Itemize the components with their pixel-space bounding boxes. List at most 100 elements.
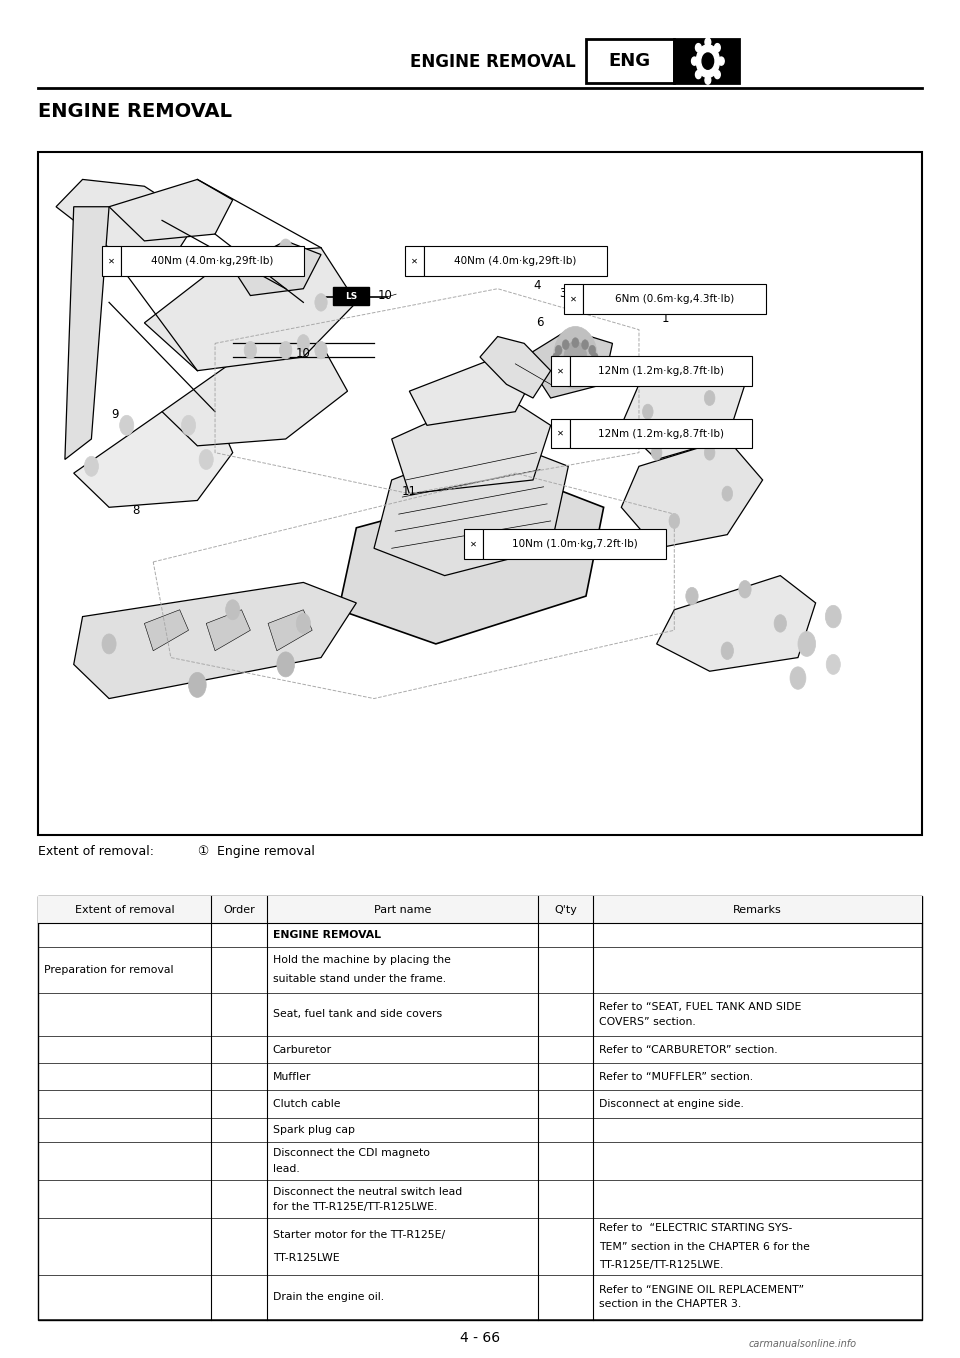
Circle shape	[827, 655, 840, 675]
Bar	[551, 418, 570, 448]
Circle shape	[564, 341, 587, 373]
Text: Spark plug cap: Spark plug cap	[273, 1124, 354, 1135]
Text: Disconnect the neutral switch lead: Disconnect the neutral switch lead	[273, 1187, 462, 1196]
Polygon shape	[74, 583, 356, 698]
Circle shape	[798, 631, 816, 656]
Circle shape	[102, 634, 116, 655]
Circle shape	[705, 38, 710, 46]
Text: 8: 8	[132, 504, 139, 517]
Circle shape	[721, 642, 733, 660]
Text: Order: Order	[223, 904, 255, 915]
Circle shape	[298, 334, 309, 352]
Polygon shape	[524, 330, 612, 398]
Polygon shape	[74, 411, 232, 508]
Circle shape	[705, 445, 715, 460]
Bar	[586, 39, 674, 83]
Bar	[333, 288, 370, 306]
Circle shape	[297, 614, 310, 633]
Text: Drain the engine oil.: Drain the engine oil.	[273, 1291, 384, 1302]
Text: ENGINE REMOVAL: ENGINE REMOVAL	[273, 930, 380, 940]
Text: 6: 6	[537, 316, 543, 330]
Circle shape	[181, 416, 196, 436]
Circle shape	[563, 340, 569, 349]
Text: lead.: lead.	[273, 1164, 300, 1173]
Text: TT-R125LWE: TT-R125LWE	[273, 1253, 339, 1263]
Circle shape	[686, 363, 697, 378]
Circle shape	[722, 486, 732, 501]
Bar	[38, 152, 922, 835]
Circle shape	[642, 405, 653, 420]
Circle shape	[315, 341, 327, 359]
Circle shape	[582, 340, 588, 349]
Text: Refer to “ENGINE OIL REPLACEMENT”: Refer to “ENGINE OIL REPLACEMENT”	[599, 1285, 804, 1294]
Text: TT-R125E/TT-R125LWE.: TT-R125E/TT-R125LWE.	[599, 1260, 724, 1271]
Bar	[570, 418, 753, 448]
Text: Starter motor for the TT-R125E/: Starter motor for the TT-R125E/	[273, 1230, 444, 1240]
Bar	[464, 530, 483, 559]
Text: 4 - 66: 4 - 66	[460, 1331, 500, 1344]
Polygon shape	[162, 344, 348, 445]
Circle shape	[696, 45, 719, 77]
Bar	[483, 530, 665, 559]
Polygon shape	[109, 179, 232, 240]
Circle shape	[588, 360, 596, 371]
Text: 3: 3	[560, 287, 566, 300]
Text: ✕: ✕	[470, 539, 477, 549]
Text: Muffler: Muffler	[273, 1071, 311, 1082]
Polygon shape	[144, 247, 356, 371]
Circle shape	[702, 53, 713, 69]
Circle shape	[244, 253, 256, 270]
Circle shape	[315, 293, 327, 311]
Circle shape	[739, 580, 751, 598]
Text: Refer to “SEAT, FUEL TANK AND SIDE: Refer to “SEAT, FUEL TANK AND SIDE	[599, 1002, 802, 1012]
Circle shape	[695, 71, 701, 79]
Circle shape	[790, 667, 805, 690]
Text: 5: 5	[647, 420, 654, 433]
Circle shape	[279, 341, 292, 359]
Text: ENG: ENG	[609, 52, 651, 71]
Bar	[570, 356, 753, 386]
Text: ✕: ✕	[411, 257, 418, 266]
Bar	[564, 284, 583, 314]
Text: Carburetor: Carburetor	[273, 1044, 332, 1055]
Circle shape	[244, 341, 256, 359]
Text: 12Nm (1.2m·kg,8.7ft·lb): 12Nm (1.2m·kg,8.7ft·lb)	[598, 429, 724, 439]
Circle shape	[588, 345, 596, 356]
Text: 9: 9	[111, 407, 119, 421]
Circle shape	[572, 338, 579, 348]
Circle shape	[563, 365, 569, 376]
Text: Disconnect at engine side.: Disconnect at engine side.	[599, 1099, 744, 1109]
Polygon shape	[144, 610, 188, 650]
Circle shape	[553, 326, 597, 388]
Polygon shape	[621, 439, 762, 549]
Text: ✕: ✕	[108, 257, 115, 266]
Text: Clutch cable: Clutch cable	[273, 1099, 340, 1109]
Text: 40Nm (4.0m·kg,29ft·lb): 40Nm (4.0m·kg,29ft·lb)	[454, 257, 577, 266]
Text: Extent of removal: Extent of removal	[75, 904, 175, 915]
Polygon shape	[232, 240, 321, 296]
Bar	[674, 39, 739, 83]
Text: TEM” section in the CHAPTER 6 for the: TEM” section in the CHAPTER 6 for the	[599, 1241, 810, 1252]
Text: 12Nm (1.2m·kg,8.7ft·lb): 12Nm (1.2m·kg,8.7ft·lb)	[598, 365, 724, 376]
Text: Refer to “MUFFLER” section.: Refer to “MUFFLER” section.	[599, 1071, 754, 1082]
Text: COVERS” section.: COVERS” section.	[599, 1017, 696, 1027]
Circle shape	[705, 76, 710, 84]
Text: ✕: ✕	[570, 295, 577, 303]
Bar	[551, 356, 570, 386]
Text: ✕: ✕	[557, 429, 564, 439]
Circle shape	[572, 368, 579, 378]
Circle shape	[555, 360, 563, 371]
Polygon shape	[657, 576, 816, 671]
Bar	[38, 896, 922, 1320]
Text: 10: 10	[296, 348, 311, 360]
Text: Refer to  “ELECTRIC STARTING SYS-: Refer to “ELECTRIC STARTING SYS-	[599, 1222, 792, 1233]
Circle shape	[714, 43, 720, 52]
Polygon shape	[480, 337, 551, 398]
Circle shape	[188, 672, 206, 698]
Polygon shape	[56, 179, 198, 247]
Circle shape	[582, 365, 588, 376]
Circle shape	[651, 445, 662, 460]
Text: 10Nm (1.0m·kg,7.2ft·lb): 10Nm (1.0m·kg,7.2ft·lb)	[512, 539, 637, 549]
Text: Part name: Part name	[373, 904, 431, 915]
Circle shape	[774, 615, 786, 633]
